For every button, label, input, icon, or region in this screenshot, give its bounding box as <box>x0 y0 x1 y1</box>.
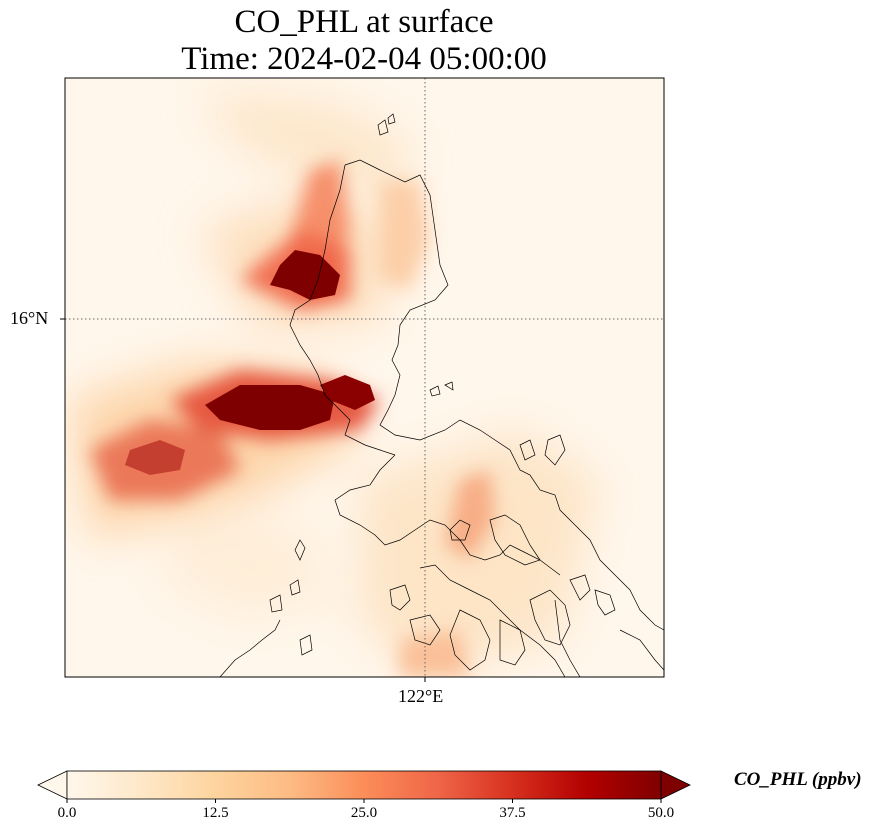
luzon-east-coast <box>344 159 664 631</box>
map-panel <box>60 77 665 682</box>
colorbar-tick-label: 0.0 <box>57 805 77 821</box>
coastlines <box>219 113 664 677</box>
colorbar-ticks <box>66 799 662 803</box>
luzon-west-coast <box>289 164 396 456</box>
small-island <box>449 519 471 541</box>
colorbar-extend-max <box>660 770 691 800</box>
mindoro-coast <box>219 619 281 677</box>
colorbar-body <box>66 770 662 800</box>
catanduanes-area <box>489 514 541 566</box>
colorbar-label: CO_PHL (ppbv) <box>734 769 862 790</box>
chart-subtitle-time: Time: 2024-02-04 05:00:00 <box>181 41 547 77</box>
colorbar-tick-label: 50.0 <box>647 805 675 821</box>
longitude-tick-label: 122°E <box>398 686 444 706</box>
co-field <box>70 90 600 677</box>
colorbar-tick-label: 37.5 <box>499 805 526 821</box>
chart-title: CO_PHL at surface <box>234 4 494 40</box>
colorbar-tick-label: 12.5 <box>202 805 229 821</box>
map-frame <box>64 77 665 678</box>
visayas-coast-1 <box>419 564 566 677</box>
masbate-area <box>449 609 491 671</box>
latitude-tick-label: 16°N <box>10 308 49 328</box>
visayas-plume <box>400 630 470 677</box>
southern-luzon-coast <box>334 454 561 576</box>
colorbar-extend-min <box>37 770 68 800</box>
co-cores <box>125 250 375 475</box>
colorbar-tick-label: 25.0 <box>350 805 378 821</box>
